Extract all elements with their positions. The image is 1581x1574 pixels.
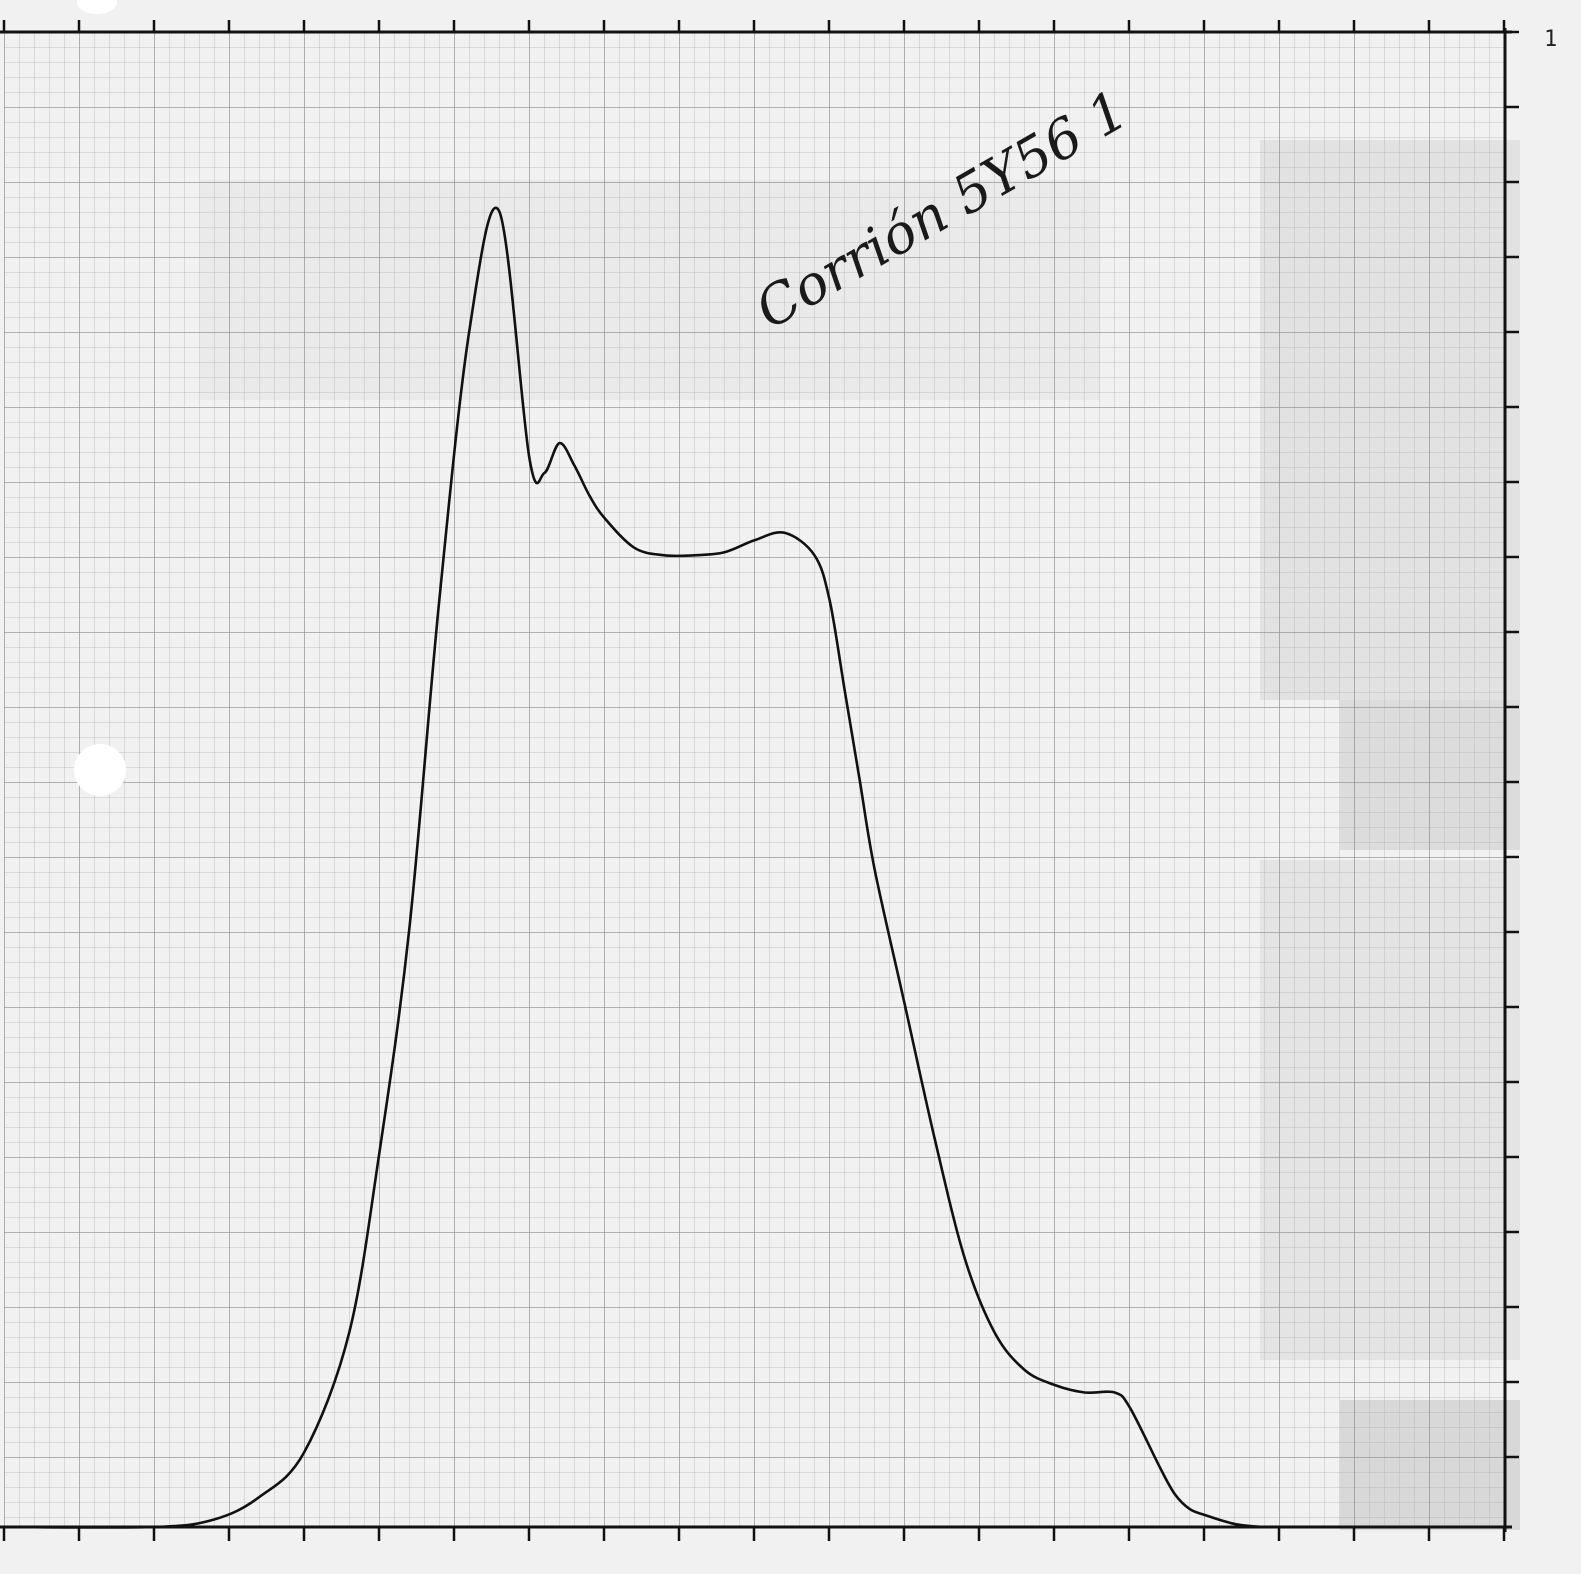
axis-ticks: [2, 20, 1519, 1541]
hole-punch: [74, 744, 126, 796]
data-line: [2, 206, 1507, 1529]
major-grid: [4, 32, 1504, 1527]
top-notch: [77, 0, 117, 14]
right-edge-label: 1: [1544, 27, 1558, 52]
